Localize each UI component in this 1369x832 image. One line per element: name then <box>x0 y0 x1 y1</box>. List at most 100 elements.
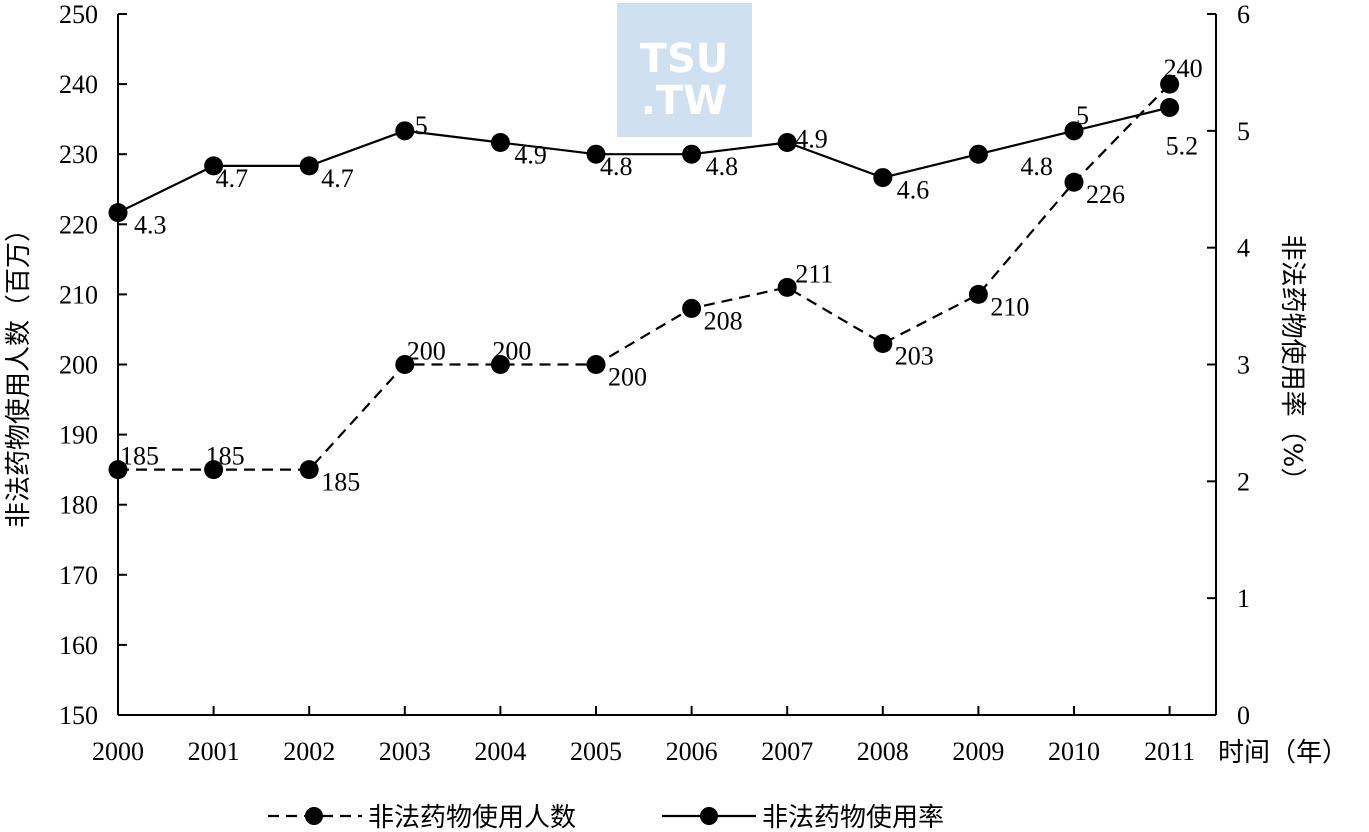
right-y-ticks: 0 1 2 3 4 5 6 <box>1207 0 1250 730</box>
data-point <box>204 460 224 480</box>
watermark-box <box>617 3 752 137</box>
data-label: 4.9 <box>514 141 547 170</box>
series-rate <box>108 97 1180 223</box>
right-tick-label: 4 <box>1237 234 1250 263</box>
data-label: 203 <box>895 341 934 370</box>
left-tick-label: 240 <box>59 70 98 99</box>
right-axis-title: 非法药物使用率（%） <box>1277 235 1307 494</box>
x-tick-label: 2002 <box>283 737 335 766</box>
x-tick-label: 2010 <box>1048 737 1100 766</box>
x-tick-label: 2003 <box>379 737 431 766</box>
right-tick-label: 0 <box>1237 701 1250 730</box>
data-point <box>586 144 606 164</box>
data-label: 240 <box>1164 54 1203 83</box>
watermark-line2: .TW <box>641 78 728 124</box>
data-labels-users: 185 185 185 200 200 200 208 211 203 210 226 240 <box>120 54 1203 497</box>
data-point <box>204 156 224 176</box>
data-label: 5 <box>1076 101 1089 130</box>
data-point <box>108 203 128 223</box>
data-point <box>1160 97 1180 117</box>
left-tick-label: 190 <box>59 421 98 450</box>
watermark-line1: TSU <box>640 36 729 82</box>
x-tick-label: 2007 <box>761 737 813 766</box>
data-label: 185 <box>120 442 159 471</box>
left-tick-label: 150 <box>59 701 98 730</box>
data-label: 4.7 <box>321 164 354 193</box>
x-tick-label: 2008 <box>857 737 909 766</box>
left-tick-label: 170 <box>59 561 98 590</box>
data-point <box>968 144 988 164</box>
data-point <box>395 355 415 374</box>
data-label: 4.8 <box>1020 152 1053 181</box>
data-point <box>968 284 988 304</box>
x-tick-label: 2006 <box>666 737 718 766</box>
data-label: 4.8 <box>706 152 739 181</box>
data-point <box>299 460 319 480</box>
data-point <box>490 355 510 374</box>
legend-solid-marker <box>700 807 718 825</box>
data-label: 4.9 <box>795 125 828 154</box>
data-label: 208 <box>704 306 743 335</box>
left-tick-label: 200 <box>59 351 98 380</box>
right-tick-label: 3 <box>1237 351 1250 380</box>
data-point <box>1064 172 1084 192</box>
left-tick-label: 230 <box>59 140 98 169</box>
data-label: 4.6 <box>897 176 930 205</box>
data-point <box>777 277 797 297</box>
data-point <box>873 168 893 188</box>
legend: 非法药物使用人数 非法药物使用率 <box>268 803 944 832</box>
data-point <box>490 133 510 153</box>
right-tick-label: 1 <box>1237 584 1250 613</box>
data-point <box>299 156 319 176</box>
data-point <box>682 144 702 164</box>
x-tick-label: 2011 <box>1144 737 1195 766</box>
data-label: 210 <box>990 292 1029 321</box>
x-tick-label: 2001 <box>188 737 240 766</box>
data-label: 4.3 <box>134 211 167 240</box>
data-point <box>777 133 797 153</box>
data-label: 200 <box>407 337 446 366</box>
series-line <box>117 106 1170 214</box>
watermark: TSU .TW <box>617 3 752 137</box>
data-label: 200 <box>608 363 647 392</box>
data-label: 185 <box>206 442 245 471</box>
data-point <box>682 298 702 318</box>
data-label: 5 <box>415 111 428 140</box>
x-tick-label: 2005 <box>570 737 622 766</box>
legend-dashed-marker <box>305 807 323 825</box>
x-tick-label: 2009 <box>952 737 1004 766</box>
data-point <box>1064 121 1084 141</box>
right-tick-label: 6 <box>1237 0 1250 29</box>
x-tick-label: 2000 <box>92 737 144 766</box>
left-tick-label: 220 <box>59 210 98 239</box>
data-label: 185 <box>321 468 360 497</box>
x-ticks: 2000 2001 2002 2003 2004 2005 2006 2007 2008 2009… <box>92 706 1195 766</box>
data-point <box>873 333 893 353</box>
data-label: 226 <box>1086 180 1125 209</box>
data-point <box>1160 74 1180 94</box>
data-label: 4.8 <box>600 152 633 181</box>
data-point <box>586 355 606 374</box>
x-tick-label: 2004 <box>474 737 526 766</box>
left-tick-label: 180 <box>59 491 98 520</box>
left-axis-title: 非法药物使用人数（百万） <box>4 216 34 528</box>
left-tick-label: 210 <box>59 280 98 309</box>
left-y-ticks: 150 160 170 180 190 200 210 220 230 240 250 <box>59 0 127 730</box>
left-tick-label: 160 <box>59 631 98 660</box>
series-users <box>108 74 1180 480</box>
right-tick-label: 5 <box>1237 117 1250 146</box>
data-label: 200 <box>492 337 531 366</box>
legend-label-users: 非法药物使用人数 <box>368 803 576 832</box>
data-point <box>395 121 415 141</box>
data-labels-rate: 4.3 4.7 4.7 5 4.9 4.8 4.8 4.9 4.6 4.8 5 5.2 <box>134 101 1198 240</box>
data-point <box>108 460 128 480</box>
left-tick-label: 250 <box>59 0 98 29</box>
data-label: 211 <box>795 259 833 288</box>
data-label: 4.7 <box>216 164 249 193</box>
series-line <box>118 83 1171 471</box>
legend-label-rate: 非法药物使用率 <box>762 803 944 832</box>
data-label: 5.2 <box>1166 131 1199 160</box>
right-tick-label: 2 <box>1237 467 1250 496</box>
